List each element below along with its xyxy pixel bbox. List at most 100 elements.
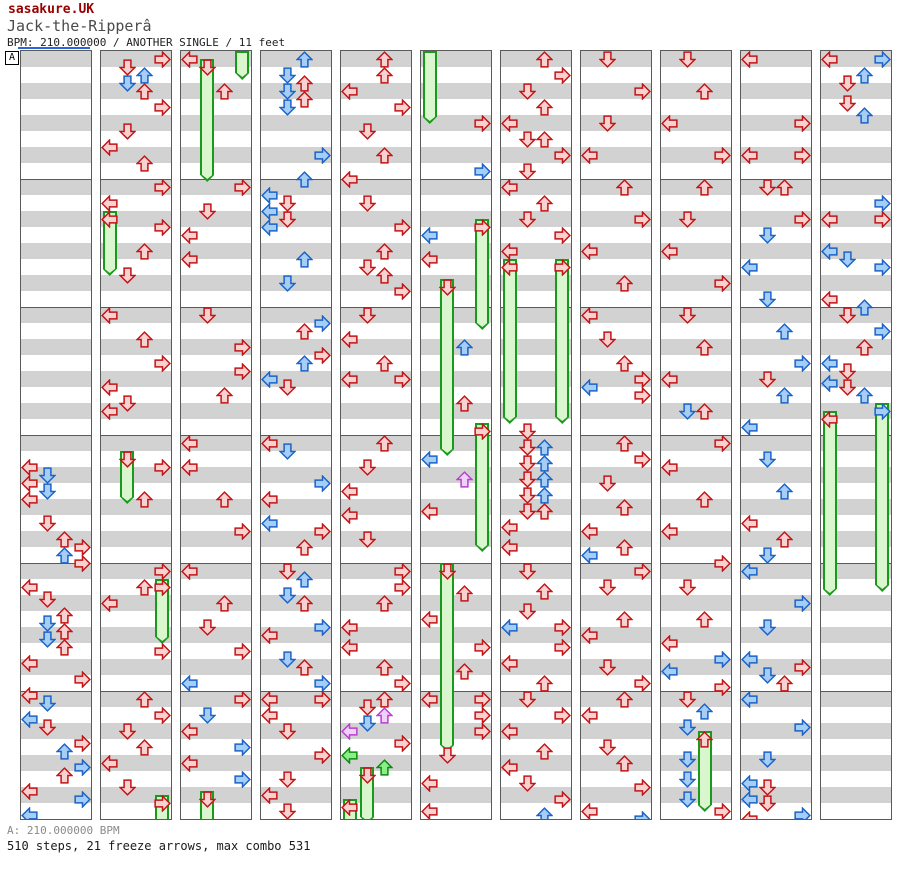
note-arrow-up <box>696 338 714 356</box>
measure-line <box>501 435 571 436</box>
freeze-arrow-tail-inner <box>477 323 488 327</box>
note-arrow-right <box>474 114 491 132</box>
note-arrow-left <box>741 514 758 532</box>
note-arrow-down <box>758 794 776 812</box>
note-arrow-left <box>21 782 38 800</box>
note-arrow-up <box>456 338 474 356</box>
chart-column-4 <box>260 50 332 820</box>
note-arrow-down <box>678 51 696 68</box>
note-arrow-left <box>101 306 118 324</box>
freeze-arrow-tail-inner <box>104 269 115 273</box>
note-arrow-left <box>821 210 838 228</box>
note-arrow-down <box>278 210 296 228</box>
measure-line <box>261 691 331 692</box>
note-arrow-down <box>758 370 776 388</box>
note-arrow-right <box>234 642 251 660</box>
note-arrow-right <box>74 554 91 572</box>
note-arrow-up <box>376 51 394 68</box>
freeze-arrow-body-right <box>475 423 490 545</box>
measure-line <box>21 563 91 564</box>
freeze-arrow-tail-inner <box>237 73 248 77</box>
note-arrow-right <box>234 522 251 540</box>
note-arrow-left <box>181 722 198 740</box>
note-arrow-left <box>101 210 118 228</box>
note-arrow-left <box>181 458 198 476</box>
note-arrow-right <box>314 746 331 764</box>
measure-line <box>421 691 491 692</box>
measure-line <box>661 179 731 180</box>
note-arrow-down <box>598 330 616 348</box>
note-arrow-right <box>714 802 731 819</box>
note-arrow-down <box>438 746 456 764</box>
measure-line <box>741 563 811 564</box>
note-arrow-down <box>278 98 296 116</box>
note-arrow-down <box>518 210 536 228</box>
note-arrow-up <box>536 194 554 212</box>
note-arrow-right <box>874 402 891 420</box>
note-arrow-up <box>776 482 794 500</box>
note-arrow-left <box>101 754 118 772</box>
note-arrow-left <box>741 650 758 668</box>
note-arrow-right <box>234 362 251 380</box>
note-arrow-left <box>741 418 758 436</box>
note-arrow-left <box>261 690 278 708</box>
note-arrow-up <box>296 51 314 68</box>
note-arrow-down <box>838 250 856 268</box>
note-arrow-right <box>154 642 171 660</box>
note-arrow-right <box>474 162 491 180</box>
note-arrow-right <box>234 770 251 788</box>
note-arrow-down <box>518 162 536 180</box>
chart-column-9 <box>660 50 732 820</box>
note-arrow-down <box>38 630 56 648</box>
note-arrow-left <box>661 458 678 476</box>
note-arrow-down <box>358 766 376 784</box>
note-arrow-down <box>118 778 136 796</box>
measure-line <box>501 691 571 692</box>
note-arrow-left <box>741 790 758 808</box>
note-arrow-up <box>536 454 554 472</box>
note-arrow-down <box>758 178 776 196</box>
note-arrow-left <box>581 306 598 324</box>
freeze-arrow-body-down <box>440 563 455 745</box>
note-arrow-left <box>261 706 278 724</box>
note-arrow-down <box>118 266 136 284</box>
note-arrow-down <box>678 578 696 596</box>
note-arrow-left <box>501 178 518 196</box>
note-arrow-up <box>376 658 394 676</box>
note-arrow-right <box>554 618 571 636</box>
measure-line <box>421 563 491 564</box>
note-arrow-down <box>118 122 136 140</box>
note-arrow-up <box>536 806 554 819</box>
note-arrow-down <box>118 722 136 740</box>
note-arrow-down <box>38 694 56 712</box>
note-arrow-down <box>278 586 296 604</box>
note-arrow-left <box>421 802 438 819</box>
measure-line <box>581 691 651 692</box>
note-arrow-up <box>216 386 234 404</box>
note-arrow-right <box>634 370 651 388</box>
note-arrow-right <box>314 690 331 708</box>
note-arrow-right <box>394 578 411 596</box>
note-arrow-up <box>376 146 394 164</box>
note-arrow-right <box>554 66 571 84</box>
note-arrow-down <box>198 706 216 724</box>
note-arrow-right <box>154 706 171 724</box>
note-arrow-up <box>376 242 394 260</box>
note-arrow-down <box>518 82 536 100</box>
note-arrow-up <box>456 470 474 488</box>
note-arrow-up <box>696 402 714 420</box>
note-arrow-left <box>501 518 518 536</box>
note-arrow-left <box>421 226 438 244</box>
note-arrow-left <box>821 51 838 68</box>
note-arrow-down <box>198 202 216 220</box>
note-arrow-left <box>341 798 358 816</box>
note-arrow-down <box>678 210 696 228</box>
note-arrow-down <box>598 51 616 68</box>
note-arrow-down <box>518 470 536 488</box>
freeze-arrow-tail-inner <box>877 585 888 589</box>
measure-line <box>661 435 731 436</box>
note-arrow-up <box>136 154 154 172</box>
note-arrow-right <box>634 82 651 100</box>
note-arrow-up <box>696 490 714 508</box>
